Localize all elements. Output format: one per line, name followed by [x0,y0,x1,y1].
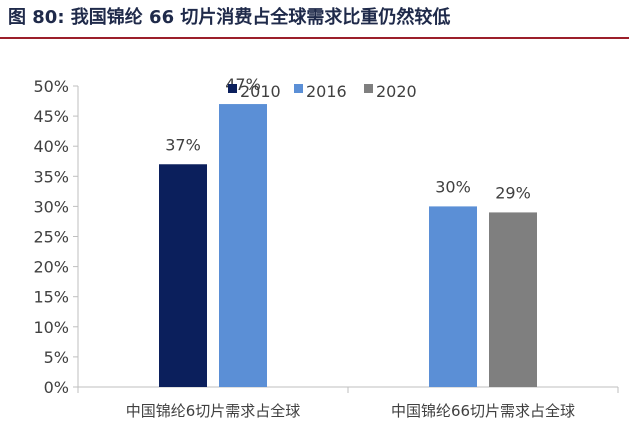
legend-swatch-2016 [294,84,303,93]
data-labels: 37%47%30% 29% [165,75,531,202]
y-tick-label: 20% [33,258,69,277]
figure-title: 图 80: 我国锦纶 66 切片消费占全球需求比重仍然较低 [8,7,451,28]
legend-label: 2020 [376,82,417,101]
data-label: 29% [495,183,531,202]
y-tick-label: 15% [33,288,69,307]
y-tick-label: 10% [33,318,69,337]
y-axis: 0% 5% 10% 15% 20% 25% 30% 35% 40% 45% 50% [33,77,79,397]
y-tick-label: 50% [33,77,69,96]
bar-2010 [159,164,207,387]
y-tick-label: 25% [33,228,69,247]
y-tick-label: 0% [44,378,69,397]
y-tick-label: 35% [33,167,69,186]
legend: 2010 2016 2020 [228,82,417,101]
bars [159,104,537,387]
data-label: 37% [165,135,201,154]
legend-label: 2016 [306,82,347,101]
x-axis: 中国锦纶6切片需求占全球 中国锦纶66切片需求占全球 [77,386,619,420]
bar-2016 [429,206,477,387]
bar-2016 [219,104,267,387]
y-tick-label: 40% [33,137,69,156]
x-category-label: 中国锦纶66切片需求占全球 [391,402,575,420]
data-label: 30% [435,177,471,196]
title-rule [0,37,629,39]
y-tick-label: 45% [33,107,69,126]
legend-swatch-2020 [364,84,373,93]
y-tick-label: 30% [33,197,69,216]
legend-swatch-2010 [228,84,237,93]
y-tick-label: 5% [44,348,69,367]
legend-label: 2010 [240,82,281,101]
x-category-label: 中国锦纶6切片需求占全球 [126,402,301,420]
bar-2020 [489,212,537,387]
